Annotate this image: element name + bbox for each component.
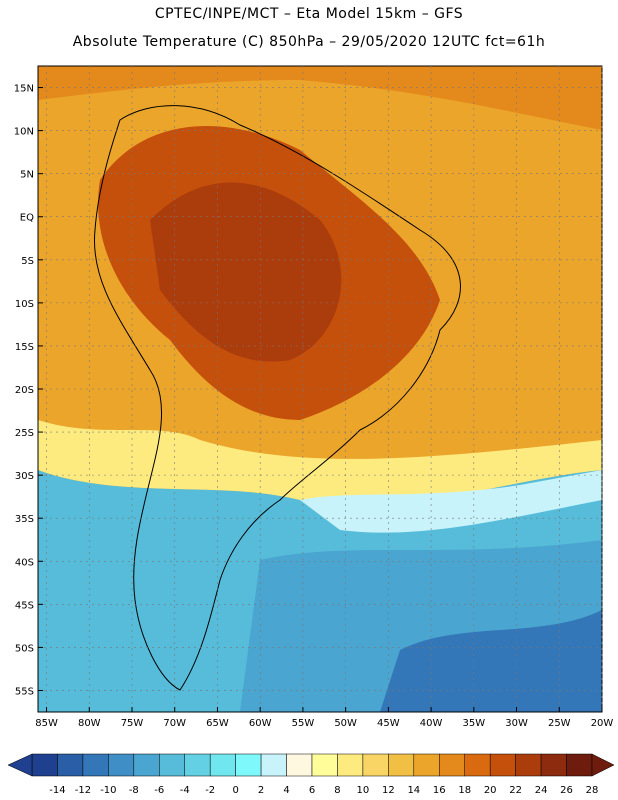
- colorbar-low-arrow: [7, 753, 33, 777]
- graticule: [38, 66, 603, 712]
- lon-label: 35W: [463, 718, 486, 729]
- field-coldest-patch: [380, 610, 602, 712]
- colorbar-label: -2: [205, 785, 215, 796]
- lon-label: 85W: [35, 718, 58, 729]
- colorbar-swatch: [57, 753, 84, 777]
- lon-label: 30W: [505, 718, 528, 729]
- colorbar-label: -4: [180, 785, 190, 796]
- colorbar-swatch: [260, 753, 287, 777]
- colorbar-swatch: [159, 753, 185, 777]
- lon-label: 65W: [206, 718, 229, 729]
- colorbar-swatch: [515, 753, 542, 777]
- colorbar-swatch: [82, 753, 109, 777]
- colorbar-label: 2: [258, 785, 264, 796]
- lon-label: 25W: [548, 718, 571, 729]
- colorbar-swatch: [362, 753, 389, 777]
- colorbar-label: -6: [154, 785, 164, 796]
- colorbar-label: 6: [309, 785, 315, 796]
- colorbar-label: 16: [433, 785, 446, 796]
- colorbar-label: 22: [509, 785, 522, 796]
- field-hottest-core: [150, 182, 342, 362]
- colorbar-swatch: [31, 753, 58, 777]
- colorbar-swatch: [235, 753, 262, 777]
- lon-label: 45W: [377, 718, 400, 729]
- lon-label: 50W: [334, 718, 357, 729]
- field-mild-band: [38, 420, 602, 506]
- lat-label: 10N: [14, 127, 34, 138]
- lat-label: 5S: [21, 256, 34, 267]
- colorbar-swatch: [108, 753, 135, 777]
- longitude-labels: 85W 80W 75W 70W 65W 60W 55W 50W 45W 40W 35W 30W 25W 2…: [35, 718, 613, 729]
- lat-label: 25S: [15, 428, 34, 439]
- colorbar-swatch: [133, 753, 160, 777]
- colorbar-label: 4: [283, 785, 289, 796]
- lat-label: 20S: [15, 385, 34, 396]
- colorbar-swatch: [337, 753, 364, 777]
- colorbar-swatch: [413, 753, 440, 777]
- colorbar-swatch: [388, 753, 415, 777]
- south-america-outline: [93, 105, 461, 691]
- lon-label: 70W: [163, 718, 186, 729]
- lat-label: 30S: [15, 471, 34, 482]
- lon-label: 40W: [420, 718, 443, 729]
- colorbar-swatch: [489, 753, 516, 777]
- colorbar-label: -8: [129, 785, 139, 796]
- colorbar-label: 14: [407, 785, 420, 796]
- colorbar-swatch: [439, 753, 465, 777]
- latitude-labels: 15N 10N 5N EQ 5S 10S 15S 20S 25S 30S 35S 40S 45S 50S 5…: [14, 84, 34, 698]
- lat-label: 45S: [15, 600, 34, 611]
- colorbar-swatch: [286, 753, 313, 777]
- colorbar-label: 8: [334, 785, 340, 796]
- lat-label: 5N: [20, 170, 34, 181]
- lat-label: 55S: [15, 686, 34, 697]
- colorbar-label: -14: [49, 785, 65, 796]
- lon-label: 75W: [121, 718, 144, 729]
- colorbar: -14 -12 -10 -8 -6 -4 -2 0 2 4 6 8 10 12 14 16 18 20 22 24 26…: [7, 753, 615, 796]
- colorbar-label: 26: [560, 785, 573, 796]
- colorbar-label: 18: [458, 785, 471, 796]
- colorbar-label: 20: [484, 785, 497, 796]
- colorbar-label: 28: [586, 785, 599, 796]
- chart-title-line-2: Absolute Temperature (C) 850hPa – 29/05/…: [72, 34, 546, 50]
- colorbar-swatch: [209, 753, 236, 777]
- colorbar-swatch: [464, 753, 491, 777]
- colorbar-swatch: [184, 753, 211, 777]
- colorbar-label: 12: [382, 785, 395, 796]
- lon-label: 80W: [78, 718, 101, 729]
- colorbar-swatch: [311, 753, 338, 777]
- colorbar-high-arrow: [591, 753, 615, 777]
- colorbar-label: 24: [535, 785, 548, 796]
- lat-label: 40S: [15, 557, 34, 568]
- colorbar-swatch: [540, 753, 567, 777]
- lat-label: 15S: [15, 342, 34, 353]
- lon-label: 20W: [591, 718, 614, 729]
- lat-label: 10S: [15, 299, 34, 310]
- chart-title-line-1: CPTEC/INPE/MCT – Eta Model 15km – GFS: [154, 6, 464, 22]
- field-cool-band: [300, 470, 602, 533]
- lat-label: 15N: [14, 84, 34, 95]
- lat-label: 50S: [15, 643, 34, 654]
- colorbar-label: -12: [75, 785, 91, 796]
- lat-label: EQ: [20, 213, 34, 224]
- field-tropical-north: [38, 66, 602, 130]
- colorbar-label: 0: [232, 785, 238, 796]
- colorbar-label: -10: [100, 785, 116, 796]
- lat-label: 35S: [15, 514, 34, 525]
- lon-label: 60W: [249, 718, 272, 729]
- colorbar-swatch: [566, 753, 593, 777]
- colorbar-label: 10: [357, 785, 370, 796]
- lon-label: 55W: [292, 718, 315, 729]
